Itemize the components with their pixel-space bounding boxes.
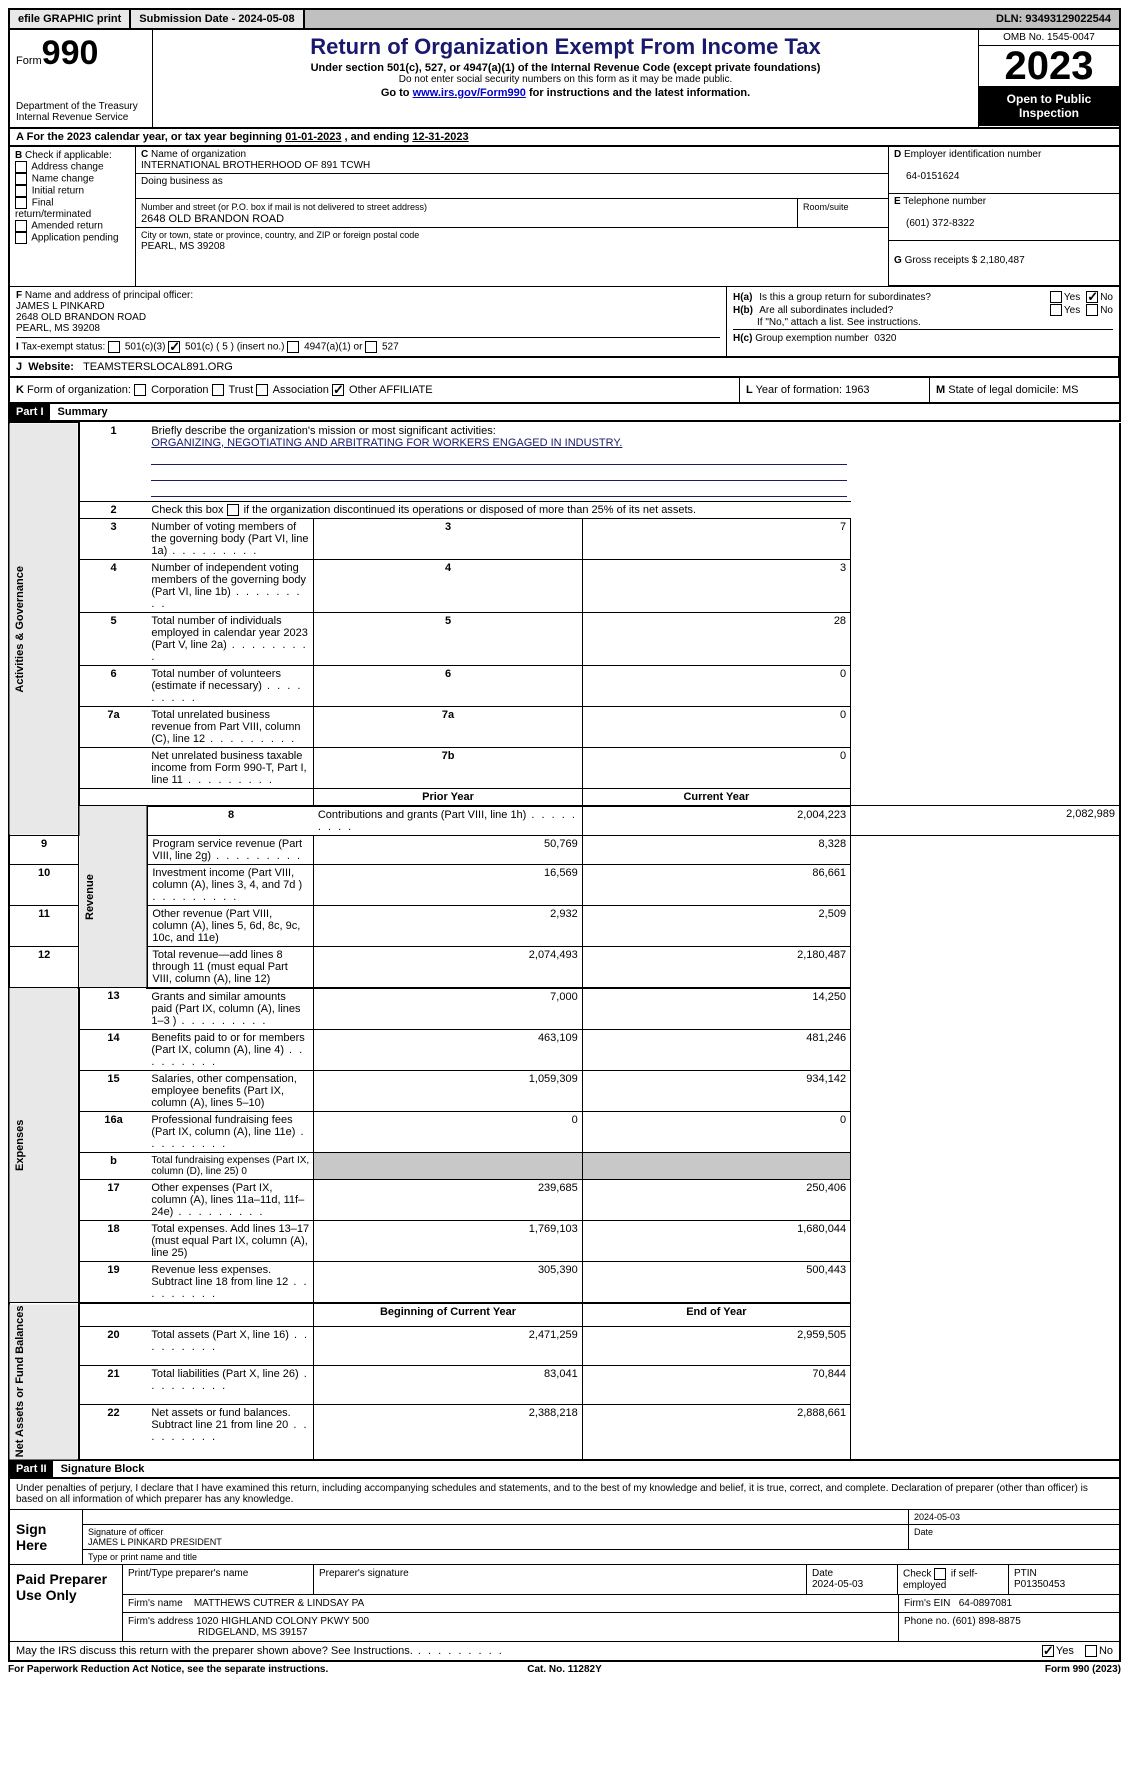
info-grid: B Check if applicable: Address change Na…: [8, 147, 1121, 286]
section-j: J Website: TEAMSTERSLOCAL891.ORG: [8, 358, 1121, 378]
check-discuss-no[interactable]: [1085, 1645, 1097, 1657]
efile-button[interactable]: efile GRAPHIC print: [10, 10, 131, 28]
org-city: PEARL, MS 39208: [141, 241, 225, 252]
section-b: B Check if applicable: Address change Na…: [10, 147, 136, 286]
check-discontinued[interactable]: [227, 504, 239, 516]
footer: For Paperwork Reduction Act Notice, see …: [8, 1662, 1121, 1677]
part2-header: Part II Signature Block: [8, 1461, 1121, 1479]
firm-phone: (601) 898-8875: [952, 1616, 1020, 1627]
check-address-change[interactable]: [15, 161, 27, 173]
check-name-change[interactable]: [15, 173, 27, 185]
officer-addr2: PEARL, MS 39208: [16, 323, 100, 334]
firm-addr2: RIDGELAND, MS 39157: [128, 1627, 308, 1638]
gross-receipts: 2,180,487: [980, 255, 1025, 266]
org-address: 2648 OLD BRANDON ROAD: [141, 213, 284, 225]
form-title: Return of Organization Exempt From Incom…: [161, 34, 970, 60]
check-501c3[interactable]: [108, 341, 120, 353]
firm-name: MATTHEWS CUTRER & LINDSAY PA: [194, 1598, 364, 1609]
telephone: (601) 372-8322: [894, 218, 974, 229]
check-app-pending[interactable]: [15, 232, 27, 244]
section-c: C Name of organization INTERNATIONAL BRO…: [136, 147, 889, 286]
part1-header: Part I Summary: [8, 404, 1121, 422]
section-k: K Form of organization: Corporation Trus…: [8, 378, 1121, 404]
open-inspection: Open to Public Inspection: [979, 86, 1119, 126]
org-name: INTERNATIONAL BROTHERHOOD OF 891 TCWH: [141, 160, 370, 171]
side-governance: Activities & Governance: [9, 423, 79, 836]
ein: 64-0151624: [894, 171, 959, 182]
sig-date-top: 2024-05-03: [914, 1512, 960, 1522]
sign-here-label: Sign Here: [10, 1510, 83, 1564]
check-4947[interactable]: [287, 341, 299, 353]
section-f-h: F Name and address of principal officer:…: [8, 286, 1121, 358]
goto-prefix: Go to: [381, 87, 413, 99]
summary-table: Activities & Governance 1 Briefly descri…: [8, 422, 1121, 1461]
subtitle-2: Do not enter social security numbers on …: [161, 74, 970, 85]
officer-signature: JAMES L PINKARD PRESIDENT: [88, 1537, 222, 1547]
year-formation: 1963: [845, 384, 869, 396]
footer-right: Form 990 (2023): [750, 1664, 1121, 1675]
check-other[interactable]: [332, 384, 344, 396]
officer-addr1: 2648 OLD BRANDON ROAD: [16, 312, 146, 323]
ptin: P01350453: [1014, 1579, 1065, 1590]
irs-link[interactable]: www.irs.gov/Form990: [413, 87, 526, 99]
subtitle-1: Under section 501(c), 527, or 4947(a)(1)…: [161, 62, 970, 74]
mission: ORGANIZING, NEGOTIATING AND ARBITRATING …: [151, 437, 622, 449]
website: TEAMSTERSLOCAL891.ORG: [83, 361, 233, 373]
check-corp[interactable]: [134, 384, 146, 396]
form-number: 990: [42, 34, 99, 72]
section-a: A For the 2023 calendar year, or tax yea…: [8, 129, 1121, 147]
check-527[interactable]: [365, 341, 377, 353]
footer-left: For Paperwork Reduction Act Notice, see …: [8, 1664, 379, 1675]
begin-date: 01-01-2023: [285, 131, 341, 143]
dept-treasury: Department of the Treasury Internal Reve…: [16, 101, 146, 123]
check-assoc[interactable]: [256, 384, 268, 396]
state-domicile: MS: [1062, 384, 1079, 396]
discuss-question: May the IRS discuss this return with the…: [16, 1645, 993, 1657]
check-501c[interactable]: [168, 341, 180, 353]
check-self-employed[interactable]: [934, 1568, 946, 1580]
form-label: Form: [16, 55, 42, 67]
val-7a: 0: [582, 706, 850, 747]
check-discuss-yes[interactable]: [1042, 1645, 1054, 1657]
firm-ein: 64-0897081: [959, 1598, 1012, 1609]
check-ha-yes[interactable]: [1050, 291, 1062, 303]
check-amended[interactable]: [15, 220, 27, 232]
check-hb-yes[interactable]: [1050, 304, 1062, 316]
paid-preparer-label: Paid Preparer Use Only: [10, 1565, 123, 1641]
col-current: Current Year: [582, 788, 850, 806]
declaration: Under penalties of perjury, I declare th…: [10, 1479, 1119, 1509]
dln: DLN: 93493129022544: [988, 10, 1119, 28]
footer-mid: Cat. No. 11282Y: [379, 1664, 750, 1675]
goto-suffix: for instructions and the latest informat…: [526, 87, 750, 99]
side-expenses: Expenses: [9, 988, 79, 1303]
side-revenue: Revenue: [79, 806, 148, 988]
check-initial-return[interactable]: [15, 185, 27, 197]
end-date: 12-31-2023: [412, 131, 468, 143]
col-prior: Prior Year: [314, 788, 582, 806]
group-exemption: 0320: [874, 333, 896, 344]
val-4: 3: [582, 559, 850, 612]
prep-date: 2024-05-03: [812, 1579, 863, 1590]
check-hb-no[interactable]: [1086, 304, 1098, 316]
val-6: 0: [582, 665, 850, 706]
submission-date: Submission Date - 2024-05-08: [131, 10, 304, 28]
check-final-return[interactable]: [15, 197, 27, 209]
form-header: Form990 Department of the Treasury Inter…: [8, 30, 1121, 129]
val-7b: 0: [582, 747, 850, 788]
section-d: D Employer identification number 64-0151…: [889, 147, 1119, 286]
firm-addr1: 1020 HIGHLAND COLONY PKWY 500: [196, 1616, 369, 1627]
signature-block: Under penalties of perjury, I declare th…: [8, 1479, 1121, 1662]
tax-year: 2023: [979, 46, 1119, 86]
val-3: 7: [582, 518, 850, 559]
val-5: 28: [582, 612, 850, 665]
side-net-assets: Net Assets or Fund Balances: [9, 1303, 79, 1460]
officer-name: JAMES L PINKARD: [16, 301, 105, 312]
check-trust[interactable]: [212, 384, 224, 396]
top-bar: efile GRAPHIC print Submission Date - 20…: [8, 8, 1121, 30]
check-ha-no[interactable]: [1086, 291, 1098, 303]
